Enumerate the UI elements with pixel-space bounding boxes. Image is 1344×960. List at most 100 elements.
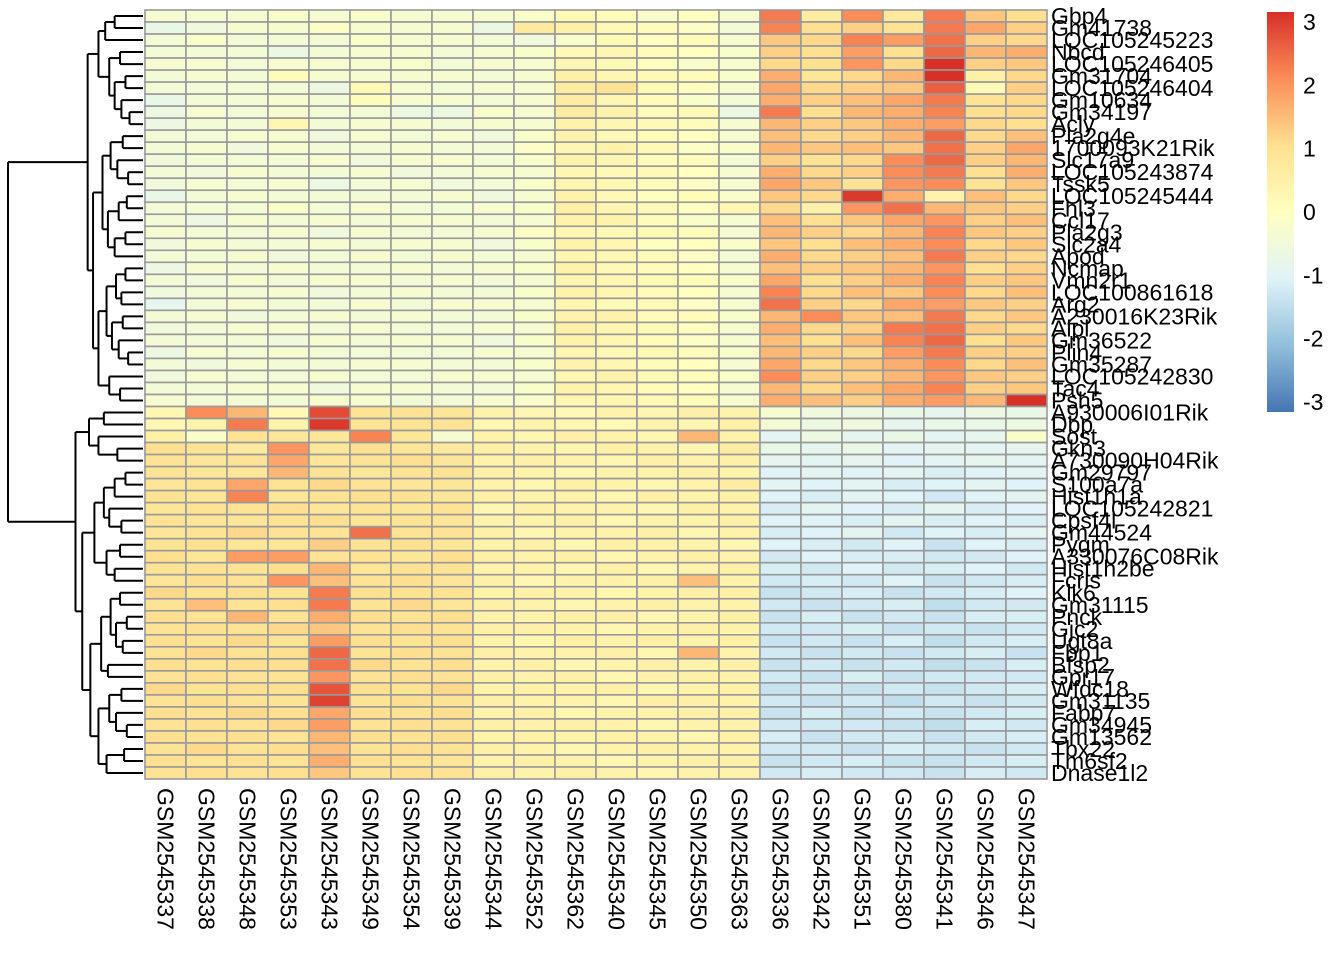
- heatmap-cell: [841, 429, 884, 444]
- heatmap-cell: [185, 646, 228, 660]
- heatmap-cell: [349, 658, 392, 672]
- heatmap-cell: [390, 333, 433, 348]
- heatmap-cell: [144, 670, 187, 684]
- heatmap-cell: [144, 682, 187, 696]
- heatmap-cell: [923, 453, 966, 468]
- heatmap-cell: [390, 297, 433, 312]
- heatmap-cell: [1005, 141, 1048, 155]
- heatmap-cell: [1005, 465, 1048, 480]
- heatmap-cell: [390, 237, 433, 252]
- heatmap-cell: [595, 573, 638, 588]
- heatmap-cell: [472, 117, 515, 131]
- heatmap-cell: [1005, 706, 1048, 720]
- heatmap-cell: [923, 213, 966, 228]
- row-label: Arg2: [1051, 291, 1100, 317]
- heatmap-cell: [677, 609, 720, 624]
- heatmap-cell: [841, 537, 884, 552]
- heatmap-cell: [513, 117, 556, 131]
- heatmap-cell: [636, 609, 679, 624]
- heatmap-cell: [308, 417, 351, 432]
- heatmap-cell: [964, 537, 1007, 552]
- heatmap-cell: [759, 237, 802, 252]
- heatmap-cell: [923, 309, 966, 324]
- heatmap-cell: [636, 597, 679, 612]
- heatmap-cell: [964, 165, 1007, 180]
- heatmap-cell: [390, 225, 433, 240]
- heatmap-cell: [349, 634, 392, 648]
- heatmap-cell: [923, 201, 966, 216]
- heatmap-cell: [595, 766, 638, 780]
- heatmap-cell: [267, 441, 310, 456]
- heatmap-cell: [636, 742, 679, 756]
- heatmap-cell: [964, 189, 1007, 204]
- heatmap-cell: [923, 441, 966, 456]
- heatmap-cell: [841, 201, 884, 216]
- heatmap-cell: [472, 9, 515, 23]
- heatmap-cell: [267, 549, 310, 564]
- heatmap-cell: [759, 21, 802, 35]
- heatmap-cell: [759, 393, 802, 408]
- heatmap-cell: [882, 646, 925, 660]
- heatmap-cell: [185, 177, 228, 192]
- heatmap-cell: [226, 537, 269, 552]
- heatmap-cell: [800, 585, 843, 600]
- heatmap-cell: [882, 694, 925, 708]
- heatmap-cell: [923, 501, 966, 516]
- row-label: Nbcd: [1051, 39, 1105, 65]
- heatmap-cell: [472, 345, 515, 360]
- heatmap-cell: [800, 93, 843, 107]
- heatmap-cell: [841, 573, 884, 588]
- heatmap-cell: [636, 453, 679, 468]
- heatmap-cell: [841, 513, 884, 528]
- heatmap-cell: [964, 646, 1007, 660]
- heatmap-cell: [349, 273, 392, 288]
- heatmap-cell: [882, 682, 925, 696]
- heatmap-cell: [841, 321, 884, 336]
- heatmap-cell: [267, 165, 310, 180]
- heatmap-cell: [964, 477, 1007, 492]
- heatmap-cell: [308, 213, 351, 228]
- heatmap-cell: [144, 9, 187, 23]
- row-label: Gm34197: [1051, 99, 1152, 125]
- heatmap-cell: [595, 57, 638, 71]
- heatmap-cell: [595, 609, 638, 624]
- heatmap-cell: [472, 513, 515, 528]
- heatmap-cell: [390, 369, 433, 384]
- heatmap-cell: [1005, 585, 1048, 600]
- heatmap-cell: [431, 513, 474, 528]
- heatmap-cell: [1005, 33, 1048, 47]
- heatmap-cell: [349, 766, 392, 780]
- heatmap-cell: [636, 273, 679, 288]
- heatmap-cell: [513, 429, 556, 444]
- heatmap-cell: [964, 573, 1007, 588]
- heatmap-cell: [759, 405, 802, 420]
- heatmap-cell: [431, 585, 474, 600]
- heatmap-cell: [267, 766, 310, 780]
- heatmap-cell: [308, 177, 351, 192]
- heatmap-cell: [677, 393, 720, 408]
- heatmap-cell: [513, 393, 556, 408]
- heatmap-cell: [267, 706, 310, 720]
- heatmap-cell: [308, 297, 351, 312]
- column-label: GSM2545336: [768, 788, 794, 930]
- heatmap-cell: [513, 501, 556, 516]
- heatmap-cell: [964, 417, 1007, 432]
- heatmap-cell: [923, 93, 966, 107]
- heatmap-cell: [308, 585, 351, 600]
- heatmap-cell: [226, 501, 269, 516]
- heatmap-cell: [882, 670, 925, 684]
- row-label: Bfsp2: [1051, 652, 1110, 678]
- heatmap-cell: [431, 670, 474, 684]
- heatmap-cell: [472, 694, 515, 708]
- heatmap-cell: [472, 561, 515, 576]
- heatmap-cell: [595, 45, 638, 59]
- heatmap-cell: [677, 261, 720, 276]
- heatmap-cell: [554, 201, 597, 216]
- heatmap-cell: [390, 682, 433, 696]
- heatmap-cell: [554, 549, 597, 564]
- heatmap-cell: [513, 561, 556, 576]
- heatmap-cell: [595, 730, 638, 744]
- heatmap-cell: [554, 189, 597, 204]
- heatmap-cell: [677, 189, 720, 204]
